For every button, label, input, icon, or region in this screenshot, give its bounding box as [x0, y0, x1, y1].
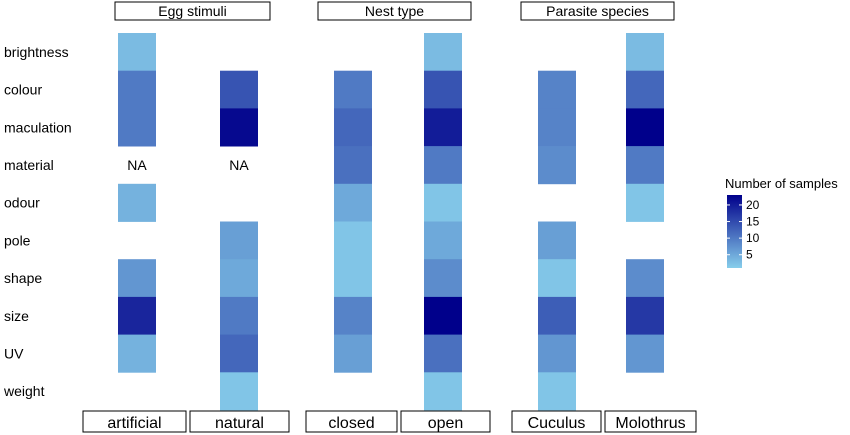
row-labels: brightness colour maculation material odour p… [3, 44, 72, 399]
facet-label-nest-type: Nest type [365, 3, 424, 19]
column-box-molothrus [604, 410, 697, 433]
cell-natural-uv [220, 334, 258, 373]
row-label-size: size [4, 308, 29, 324]
column-label-closed: closed [328, 415, 374, 432]
column-label-open: open [428, 415, 464, 432]
facet-strip-parasite-species [520, 1, 675, 21]
cell-open-uv [424, 334, 462, 373]
cell-molothrus-shape [626, 259, 664, 298]
row-label-weight: weight [3, 383, 45, 399]
cell-molothrus-colour [626, 70, 664, 109]
cell-molothrus-brightness [626, 33, 664, 72]
cell-molothrus-maculation [626, 108, 664, 147]
cell-molothrus-size [626, 296, 664, 335]
legend-tick-label: 5 [746, 248, 753, 262]
column-label-cuculus: Cuculus [528, 415, 586, 432]
column-box-closed [305, 410, 398, 433]
column-label-artificial: artificial [107, 415, 161, 432]
facet-strip-nest-type [317, 1, 472, 21]
column-box-artificial [82, 410, 187, 433]
legend-colorbar [727, 195, 742, 268]
cell-molothrus-odour [626, 183, 664, 222]
cell-closed-pole [334, 221, 372, 260]
column-box-cuculus [511, 410, 602, 433]
cell-natural-pole [220, 221, 258, 260]
facet-strips: Egg stimuli Nest type Parasite species [114, 1, 675, 21]
cell-closed-material [334, 146, 372, 185]
cell-open-colour [424, 70, 462, 109]
cell-artificial-size [118, 296, 156, 335]
cell-cuculus-colour [538, 70, 576, 109]
row-label-material: material [4, 157, 54, 173]
legend-tick-label: 20 [746, 198, 760, 212]
cell-artificial-brightness [118, 33, 156, 72]
cell-cuculus-uv [538, 334, 576, 373]
cell-open-material [424, 146, 462, 185]
cell-open-brightness [424, 33, 462, 72]
legend-tick-label: 10 [746, 231, 760, 245]
cell-cuculus-maculation [538, 108, 576, 147]
row-label-maculation: maculation [4, 119, 72, 135]
cell-artificial-odour [118, 183, 156, 222]
row-label-uv: UV [4, 345, 24, 361]
cell-natural-size [220, 296, 258, 335]
cell-open-pole [424, 221, 462, 260]
cell-open-size [424, 296, 462, 335]
cell-open-odour [424, 183, 462, 222]
cell-open-shape [424, 259, 462, 298]
row-label-shape: shape [4, 270, 42, 286]
row-label-colour: colour [4, 82, 42, 98]
cell-cuculus-weight [538, 372, 576, 411]
cell-natural-shape [220, 259, 258, 298]
cell-molothrus-material [626, 146, 664, 185]
row-label-brightness: brightness [4, 44, 69, 60]
facet-label-egg-stimuli: Egg stimuli [158, 3, 226, 19]
cell-closed-size [334, 296, 372, 335]
cell-artificial-maculation [118, 108, 156, 147]
cell-artificial-uv [118, 334, 156, 373]
legend-title: Number of samples [725, 176, 838, 191]
legend-ticks: 5 10 15 20 [727, 198, 760, 262]
column-box-natural [189, 410, 290, 433]
facet-label-parasite-species: Parasite species [546, 3, 649, 19]
cell-open-weight [424, 372, 462, 411]
cell-natural-colour [220, 70, 258, 109]
row-label-odour: odour [4, 195, 40, 211]
cell-cuculus-material [538, 146, 576, 185]
na-label: NA [229, 157, 249, 173]
cell-natural-weight [220, 372, 258, 411]
cell-molothrus-uv [626, 334, 664, 373]
cell-cuculus-size [538, 296, 576, 335]
cell-closed-colour [334, 70, 372, 109]
cell-open-maculation [424, 108, 462, 147]
legend: Number of samples 5 10 15 20 [725, 176, 838, 268]
legend-tick-label: 15 [746, 215, 760, 229]
cell-natural-maculation [220, 108, 258, 147]
cell-cuculus-shape [538, 259, 576, 298]
cell-closed-maculation [334, 108, 372, 147]
column-box-open [400, 410, 491, 433]
cell-closed-shape [334, 259, 372, 298]
column-label-molothrus: Molothrus [615, 415, 685, 432]
na-label: NA [127, 157, 147, 173]
cell-closed-uv [334, 334, 372, 373]
cell-cuculus-pole [538, 221, 576, 260]
cell-artificial-shape [118, 259, 156, 298]
column-label-natural: natural [215, 415, 264, 432]
column-labels: artificial natural closed open Cuculus Moloth… [82, 410, 697, 433]
cell-closed-odour [334, 183, 372, 222]
heatmap-cells: NA NA [118, 33, 664, 411]
facet-strip-egg-stimuli [114, 1, 271, 21]
cell-artificial-colour [118, 70, 156, 109]
row-label-pole: pole [4, 232, 31, 248]
